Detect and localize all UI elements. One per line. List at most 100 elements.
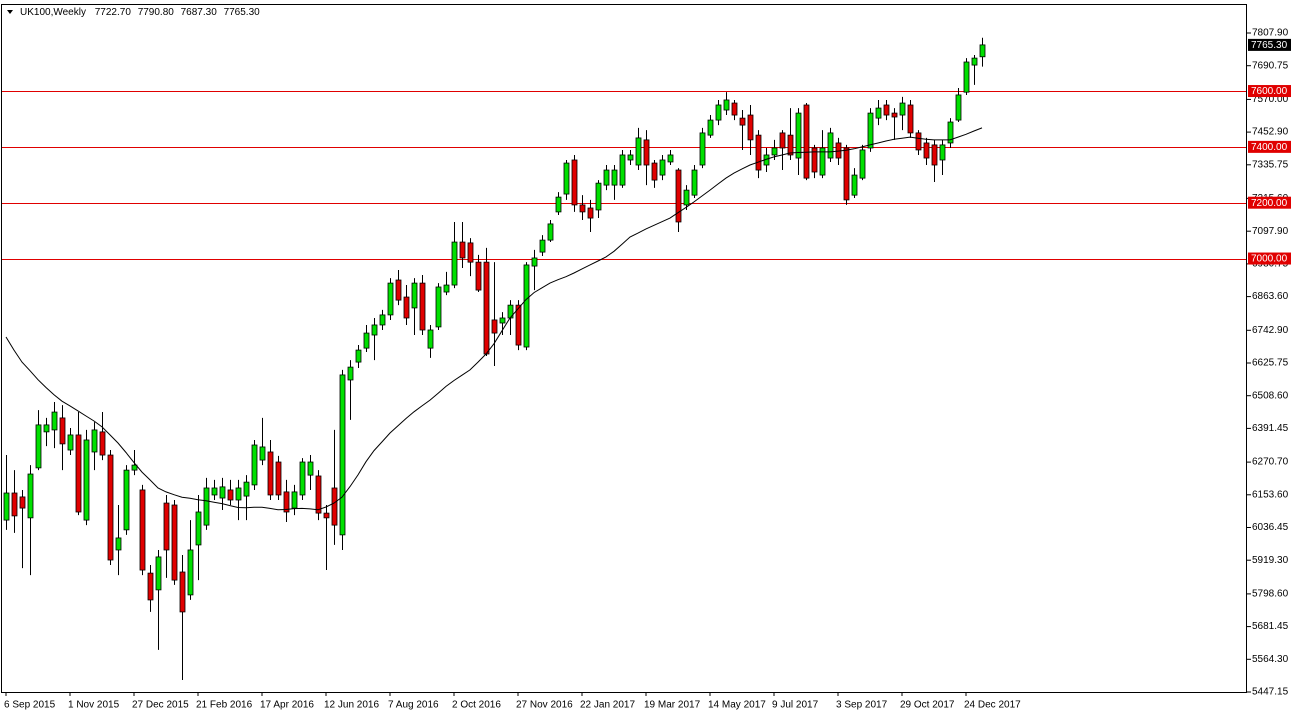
symbol-title: UK100,Weekly bbox=[20, 7, 86, 18]
y-tick-label: 6036.45 bbox=[1252, 522, 1289, 533]
candle-body bbox=[627, 154, 634, 161]
candle-body bbox=[163, 502, 170, 551]
candle-body bbox=[395, 279, 402, 301]
price-label: 7765.30 bbox=[1251, 40, 1288, 51]
candle-body bbox=[67, 434, 74, 451]
candle-body bbox=[587, 207, 594, 219]
level-label-box bbox=[1248, 140, 1291, 153]
candle-body bbox=[379, 314, 386, 326]
header-low: 7687.30 bbox=[181, 7, 218, 18]
candle-body bbox=[139, 489, 146, 571]
plot-area bbox=[2, 37, 1247, 681]
candle-body bbox=[187, 549, 194, 596]
y-tick-label: 6863.60 bbox=[1252, 291, 1289, 302]
candle-body bbox=[867, 112, 874, 149]
candle-body bbox=[75, 434, 82, 513]
y-tick-label: 5681.45 bbox=[1252, 621, 1289, 632]
x-tick-label: 27 Dec 2015 bbox=[132, 700, 189, 711]
candle-body bbox=[43, 424, 50, 433]
candle-body bbox=[435, 286, 442, 328]
y-tick-label: 6742.90 bbox=[1252, 325, 1289, 336]
candle-body bbox=[83, 439, 90, 521]
candle-body bbox=[891, 112, 898, 118]
candle-body bbox=[443, 284, 450, 293]
candle-body bbox=[387, 282, 394, 316]
candle-body bbox=[747, 114, 754, 141]
level-label-box bbox=[1248, 85, 1291, 98]
candle-body bbox=[907, 104, 914, 134]
level-label: 7000.00 bbox=[1251, 254, 1288, 265]
candle-body bbox=[715, 104, 722, 121]
x-tick-label: 29 Oct 2017 bbox=[900, 700, 955, 711]
y-tick-label: 5564.30 bbox=[1252, 654, 1289, 665]
candle-body bbox=[755, 134, 762, 171]
candle-body bbox=[427, 329, 434, 349]
candle-body bbox=[203, 487, 210, 526]
y-tick-label: 7570.00 bbox=[1252, 94, 1289, 105]
candle-body bbox=[179, 571, 186, 613]
x-tick-label: 27 Nov 2016 bbox=[516, 700, 573, 711]
candle-body bbox=[19, 496, 26, 509]
candle-body bbox=[691, 169, 698, 196]
level-label: 7600.00 bbox=[1251, 86, 1288, 97]
y-tick-label: 6391.45 bbox=[1252, 423, 1289, 434]
candle-body bbox=[147, 572, 154, 601]
candle-body bbox=[931, 144, 938, 166]
candle-body bbox=[195, 511, 202, 546]
candle-body bbox=[35, 424, 42, 469]
moving-average bbox=[5, 127, 983, 511]
candle-body bbox=[115, 537, 122, 551]
candle-body bbox=[419, 282, 426, 331]
candle-body bbox=[355, 349, 362, 363]
candle-body bbox=[675, 169, 682, 223]
menu-arrow[interactable] bbox=[7, 10, 13, 14]
header-open: 7722.70 bbox=[95, 7, 132, 18]
candle-body bbox=[731, 102, 738, 116]
candle-body bbox=[851, 174, 858, 196]
candle-body bbox=[499, 317, 506, 324]
candle-body bbox=[315, 475, 322, 514]
candle-body bbox=[571, 159, 578, 206]
candle-body bbox=[723, 99, 730, 111]
candle-body bbox=[59, 417, 66, 445]
y-tick-label: 7807.90 bbox=[1252, 28, 1289, 39]
x-tick-label: 17 Apr 2016 bbox=[260, 700, 314, 711]
y-tick-label: 6508.60 bbox=[1252, 390, 1289, 401]
candle-body bbox=[827, 132, 834, 159]
candle-body bbox=[939, 144, 946, 161]
candle-body bbox=[283, 491, 290, 513]
candle-body bbox=[459, 241, 466, 259]
candle-body bbox=[563, 162, 570, 195]
x-tick-label: 21 Feb 2016 bbox=[196, 700, 253, 711]
candle-body bbox=[955, 94, 962, 121]
candle-body bbox=[947, 121, 954, 144]
y-tick-label: 5447.15 bbox=[1252, 687, 1289, 698]
candle-body bbox=[3, 492, 10, 521]
candle-body bbox=[491, 319, 498, 334]
candle-body bbox=[899, 102, 906, 116]
x-tick-label: 12 Jun 2016 bbox=[324, 700, 379, 711]
candle-body bbox=[331, 487, 338, 526]
level-label: 7400.00 bbox=[1251, 142, 1288, 153]
candle-body bbox=[779, 132, 786, 149]
candle-body bbox=[603, 169, 610, 186]
candle-body bbox=[51, 411, 58, 431]
x-tick-label: 24 Dec 2017 bbox=[964, 700, 1021, 711]
candle-body bbox=[979, 44, 986, 58]
candle-body bbox=[107, 454, 114, 561]
header-high: 7790.80 bbox=[138, 7, 175, 18]
candle-body bbox=[467, 242, 474, 263]
candle-body bbox=[347, 366, 354, 381]
candle-body bbox=[267, 451, 274, 496]
y-tick-label: 7690.75 bbox=[1252, 60, 1289, 71]
y-tick-label: 7452.90 bbox=[1252, 127, 1289, 138]
candle-body bbox=[883, 104, 890, 116]
candle-body bbox=[635, 137, 642, 166]
candle-body bbox=[515, 304, 522, 346]
candle-body bbox=[451, 241, 458, 286]
x-tick-label: 3 Sep 2017 bbox=[836, 700, 888, 711]
candle-body bbox=[227, 489, 234, 501]
level-label: 7200.00 bbox=[1251, 198, 1288, 209]
